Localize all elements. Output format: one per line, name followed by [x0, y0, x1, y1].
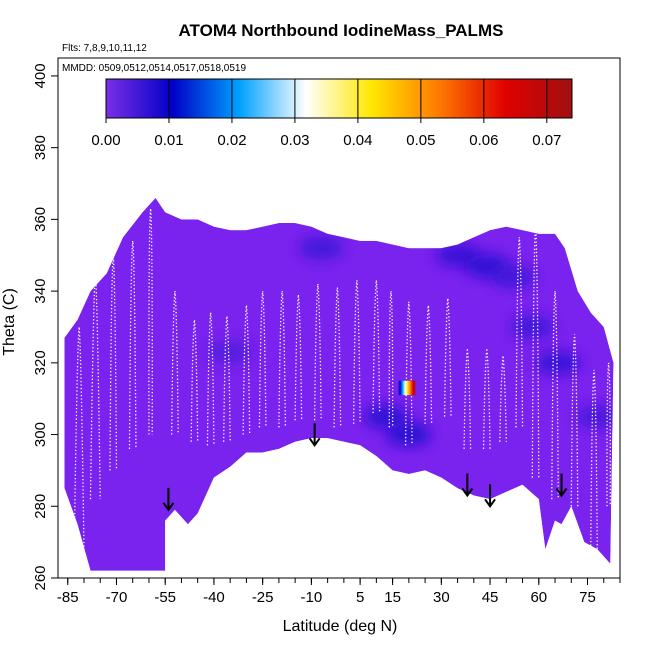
- flight-track: [515, 237, 524, 428]
- y-tick-label: 380: [32, 135, 49, 160]
- flight-track: [531, 226, 540, 478]
- arrow-head: [484, 498, 496, 508]
- flight-track: [570, 334, 579, 507]
- data-field: [64, 197, 614, 571]
- colorbar-tick-label: 0.01: [154, 132, 183, 149]
- flight-track: [404, 301, 413, 446]
- y-tick-label: 260: [32, 565, 49, 590]
- flight-track: [590, 369, 598, 550]
- flight-track: [242, 305, 251, 435]
- flight-track: [258, 291, 267, 428]
- y-tick-label: 340: [32, 279, 49, 304]
- flight-track: [463, 348, 472, 449]
- colorbar-tick-label: 0.06: [469, 132, 498, 149]
- plot-frame: [57, 57, 621, 579]
- concentration-region: [536, 350, 581, 375]
- y-tick-label: 280: [32, 494, 49, 519]
- x-tick-label: -55: [154, 589, 176, 606]
- flight-track: [551, 291, 559, 500]
- colorbar-tick-label: 0.04: [343, 132, 372, 149]
- y-tick-label: 360: [32, 207, 49, 232]
- arrow-head: [308, 437, 321, 448]
- concentration-region: [208, 340, 253, 365]
- concentration-region: [575, 404, 614, 429]
- concentration-region: [386, 422, 431, 447]
- x-tick-label: -70: [106, 589, 128, 606]
- x-tick-label: 45: [482, 589, 499, 606]
- flights-label: Flts: 7,8,9,10,11,12: [62, 43, 147, 54]
- x-tick-label: 30: [433, 589, 450, 606]
- colorbar: 0.00 0.01 0.02 0.03 0.04 0.05 0.06 0.07: [91, 78, 573, 149]
- colorbar-tick-label: 0.03: [280, 132, 309, 149]
- plot-area: [64, 197, 614, 571]
- colorbar-tick-label: 0.05: [406, 132, 435, 149]
- flight-track: [109, 255, 118, 471]
- y-tick-label: 400: [32, 63, 49, 88]
- flight-track: [482, 348, 491, 449]
- colorbar-gradient: [105, 78, 573, 119]
- flight-track: [352, 280, 361, 424]
- x-axis-label: Latitude (deg N): [283, 618, 398, 635]
- x-tick-label: -40: [203, 589, 225, 606]
- high-value-patch: [397, 380, 416, 396]
- chart-title: ATOM4 Northbound IodineMass_PALMS: [179, 21, 504, 40]
- colorbar-tick-label: 0.07: [532, 132, 561, 149]
- x-tick-label: 60: [530, 589, 547, 606]
- flight-track: [333, 287, 342, 428]
- flight-track: [606, 362, 611, 507]
- x-tick-label: 15: [384, 589, 401, 606]
- x-tick-label: -25: [252, 589, 274, 606]
- y-tick-label: 320: [32, 350, 49, 375]
- x-tick-label: -85: [57, 589, 79, 606]
- x-tick-label: -10: [301, 589, 323, 606]
- concentration-region: [364, 404, 409, 429]
- concentration-region: [299, 236, 344, 261]
- arrow-head: [162, 502, 175, 512]
- flight-track: [206, 312, 215, 446]
- flight-track: [372, 280, 381, 414]
- flight-track: [128, 240, 137, 449]
- arrow-head: [461, 487, 474, 498]
- axes: -85 -70 -55 -40 -25 -10 5 15 30 45 60 75 260 280 300 32…: [32, 57, 621, 606]
- x-tick-label: 75: [579, 589, 596, 606]
- colorbar-tick-label: 0.02: [217, 132, 246, 149]
- flight-track: [313, 283, 322, 421]
- flight-track: [73, 326, 85, 550]
- data-field-background: [64, 197, 614, 571]
- dates-label: MMDD: 0509,0512,0514,0517,0518,0519: [62, 63, 246, 74]
- arrow-head: [555, 487, 568, 498]
- concentration-region: [490, 264, 535, 289]
- flight-track: [223, 316, 231, 442]
- flight-track: [499, 355, 507, 442]
- flight-track: [294, 294, 303, 421]
- colorbar-tick-label: 0.00: [91, 132, 120, 149]
- flight-track: [171, 291, 179, 435]
- flight-track: [388, 291, 394, 428]
- x-tick-label: 5: [356, 589, 364, 606]
- y-tick-label: 300: [32, 422, 49, 447]
- flight-track: [190, 319, 199, 442]
- y-axis-label: Theta (C): [1, 288, 18, 356]
- flight-track: [278, 291, 287, 428]
